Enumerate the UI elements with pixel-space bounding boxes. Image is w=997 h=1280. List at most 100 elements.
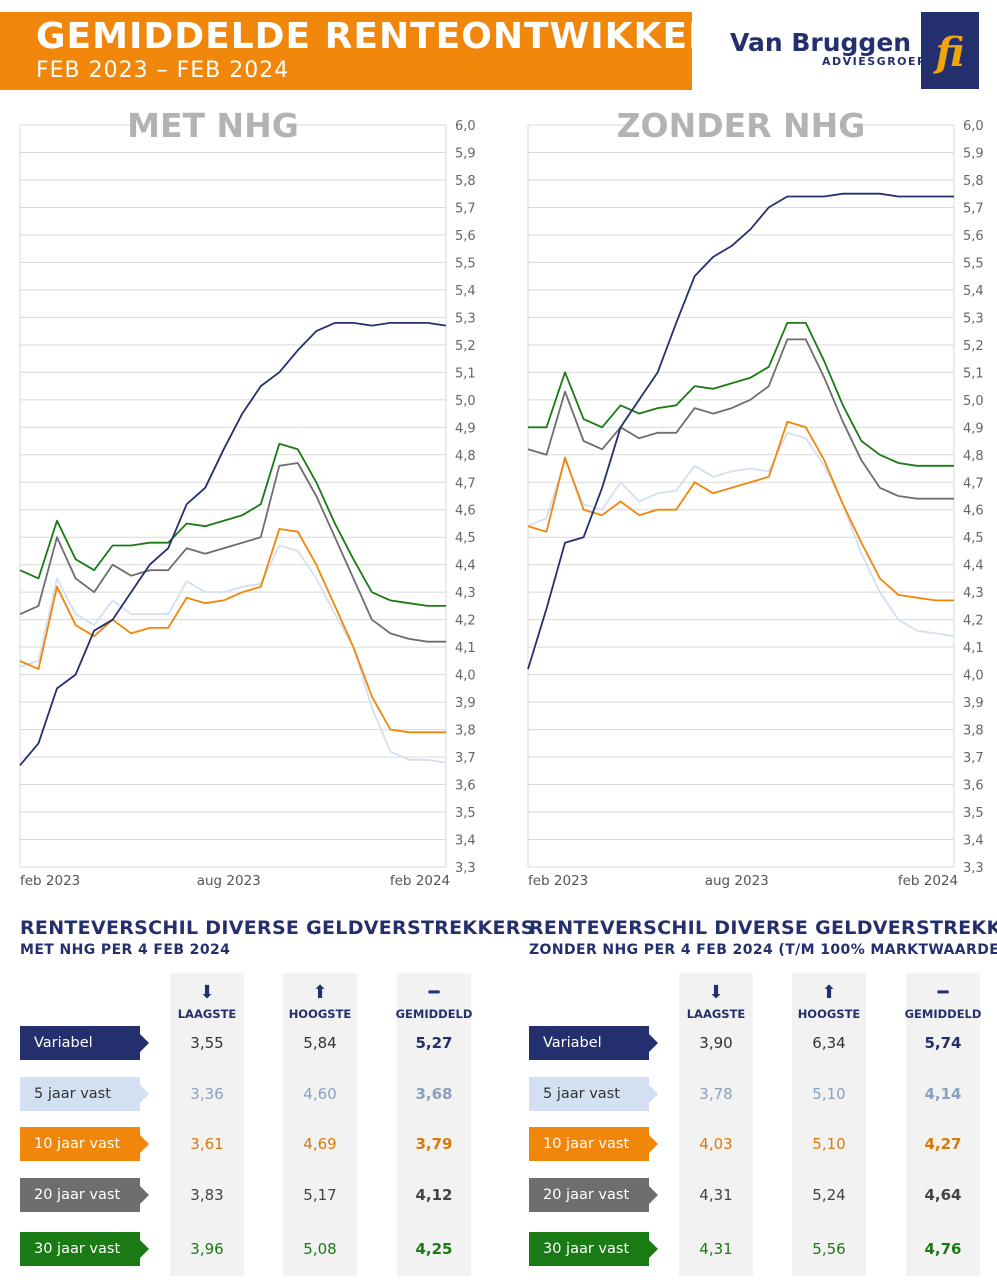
- y-tick-label: 5,8: [455, 174, 476, 189]
- cell-avg: 5,74: [924, 1034, 962, 1052]
- row-label-arrow-icon: [649, 1186, 658, 1204]
- y-tick-label: 4,9: [963, 421, 984, 436]
- y-tick-label: 4,5: [455, 531, 476, 546]
- row-label-text: 30 jaar vast: [34, 1241, 121, 1257]
- column-header: LAAGSTE: [177, 1007, 237, 1021]
- cell-low: 3,83: [190, 1186, 224, 1204]
- page-title: GEMIDDELDE RENTEONTWIKKELING: [36, 16, 789, 57]
- y-tick-label: 5,3: [963, 311, 984, 326]
- series-line-vast10: [527, 420, 954, 602]
- row-label-vast30: 30 jaar vast: [20, 1232, 149, 1266]
- row-label-arrow-icon: [140, 1034, 149, 1052]
- y-tick-label: 5,9: [455, 146, 476, 161]
- y-tick-label: 6,0: [963, 119, 984, 134]
- cell-low: 3,90: [699, 1034, 733, 1052]
- column-background: [283, 973, 357, 1276]
- y-tick-label: 3,7: [455, 751, 476, 766]
- row-label-text: 10 jaar vast: [543, 1136, 630, 1152]
- y-tick-label: 5,1: [455, 366, 476, 381]
- cell-high: 6,34: [812, 1034, 846, 1052]
- series-line-variabel: [19, 322, 447, 766]
- arrow-down-icon: ⬇: [708, 982, 724, 1003]
- y-tick-label: 5,9: [963, 146, 984, 161]
- y-tick-label: 5,4: [963, 284, 984, 299]
- cell-low: 3,36: [190, 1085, 224, 1103]
- y-tick-label: 4,7: [963, 476, 984, 491]
- row-label-variabel: Variabel: [529, 1026, 658, 1060]
- row-label-vast5: 5 jaar vast: [20, 1077, 149, 1111]
- cell-avg: 3,79: [415, 1135, 453, 1153]
- cell-high: 5,08: [303, 1240, 337, 1258]
- y-tick-label: 4,1: [963, 641, 984, 656]
- chart-zonder-nhg: 3,3 3,4 3,5 3,6 3,7 3,8 3,9 4,0 4,1 4,2 4,3 4,4 4,5 4…: [527, 100, 984, 889]
- y-tick-label: 3,8: [455, 724, 476, 739]
- y-tick-label: 4,0: [963, 669, 984, 684]
- cell-low: 4,31: [699, 1186, 733, 1204]
- table-title: RENTEVERSCHIL DIVERSE GELDVERSTREKKERS: [529, 917, 997, 939]
- cell-avg: 4,27: [924, 1135, 962, 1153]
- y-tick-label: 4,0: [455, 669, 476, 684]
- cell-high: 5,10: [812, 1135, 846, 1153]
- column-header: HOOGSTE: [797, 1007, 861, 1021]
- y-tick-label: 6,0: [455, 119, 476, 134]
- y-tick-label: 5,3: [455, 311, 476, 326]
- table-title: RENTEVERSCHIL DIVERSE GELDVERSTREKKERS: [20, 917, 535, 939]
- y-tick-label: 4,5: [963, 531, 984, 546]
- y-tick-label: 4,7: [455, 476, 476, 491]
- cell-low: 3,61: [190, 1135, 224, 1153]
- y-tick-label: 4,2: [455, 614, 476, 629]
- cell-avg: 4,12: [415, 1186, 453, 1204]
- row-label-vast30: 30 jaar vast: [529, 1232, 658, 1266]
- y-tick-label: 5,0: [455, 394, 476, 409]
- cell-avg: 5,27: [415, 1034, 453, 1052]
- y-tick-label: 4,2: [963, 614, 984, 629]
- y-tick-label: 3,6: [963, 779, 984, 794]
- row-label-vast10: 10 jaar vast: [529, 1127, 658, 1161]
- column-background: [170, 973, 244, 1276]
- y-tick-label: 3,6: [455, 779, 476, 794]
- y-tick-label: 5,2: [963, 339, 984, 354]
- y-tick-label: 3,3: [455, 861, 476, 876]
- series-line-vast30: [528, 322, 954, 467]
- logo-mark-icon: fi: [921, 12, 979, 89]
- y-tick-label: 4,1: [455, 641, 476, 656]
- dash-icon: ━: [937, 982, 949, 1003]
- y-tick-label: 3,3: [963, 861, 984, 876]
- y-tick-label: 4,8: [455, 449, 476, 464]
- y-tick-label: 4,8: [963, 449, 984, 464]
- arrow-down-icon: ⬇: [199, 982, 215, 1003]
- y-tick-label: 4,3: [455, 586, 476, 601]
- column-header: LAAGSTE: [686, 1007, 746, 1021]
- row-label-text: 30 jaar vast: [543, 1241, 630, 1257]
- y-tick-label: 4,6: [455, 504, 476, 519]
- chart-title-bg: [133, 100, 293, 145]
- y-tick-label: 4,4: [963, 559, 984, 574]
- row-label-variabel: Variabel: [20, 1026, 149, 1060]
- y-tick-label: 3,9: [455, 696, 476, 711]
- series-line-vast5: [527, 431, 955, 638]
- y-tick-label: 5,5: [963, 256, 984, 271]
- row-label-arrow-icon: [649, 1034, 658, 1052]
- row-label-vast20: 20 jaar vast: [20, 1178, 149, 1212]
- y-tick-label: 4,3: [963, 586, 984, 601]
- x-tick-label: feb 2024: [390, 873, 450, 889]
- cell-high: 5,56: [812, 1240, 846, 1258]
- row-label-text: 20 jaar vast: [543, 1187, 630, 1203]
- column-background: [679, 973, 753, 1276]
- x-tick-label: feb 2023: [528, 873, 588, 889]
- x-tick-label: feb 2024: [898, 873, 958, 889]
- cell-low: 3,78: [699, 1085, 733, 1103]
- cell-avg: 4,25: [415, 1240, 453, 1258]
- page-period: FEB 2023 – FEB 2024: [36, 58, 290, 83]
- cell-high: 4,69: [303, 1135, 337, 1153]
- y-tick-label: 4,9: [455, 421, 476, 436]
- cell-high: 4,60: [303, 1085, 337, 1103]
- table-subtitle: ZONDER NHG PER 4 FEB 2024 (T/M 100% MARK…: [529, 942, 997, 958]
- arrow-up-icon: ⬆: [821, 982, 837, 1003]
- column-header: GEMIDDELD: [904, 1007, 982, 1021]
- y-tick-label: 5,8: [963, 174, 984, 189]
- column-header: HOOGSTE: [288, 1007, 352, 1021]
- cell-high: 5,17: [303, 1186, 337, 1204]
- cell-avg: 3,68: [415, 1085, 453, 1103]
- cell-high: 5,84: [303, 1034, 337, 1052]
